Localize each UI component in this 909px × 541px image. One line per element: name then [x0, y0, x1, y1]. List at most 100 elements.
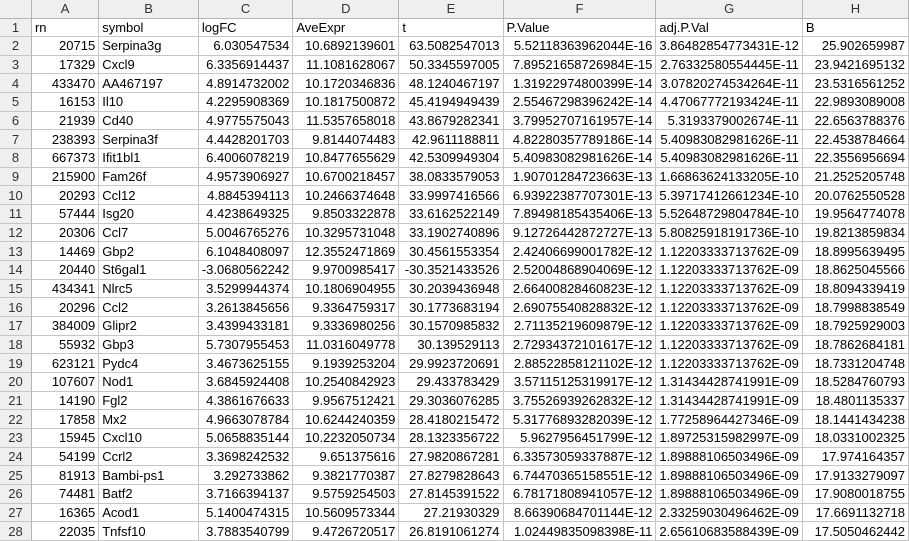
cell[interactable]: 20293: [31, 185, 100, 206]
cell[interactable]: 10.1720346836: [292, 73, 400, 94]
cell[interactable]: 3.57115125319917E-12: [503, 372, 657, 392]
cell[interactable]: Serpina3f: [98, 129, 199, 150]
cell[interactable]: 10.6700218457: [292, 167, 400, 187]
cell[interactable]: t: [398, 18, 504, 38]
cell[interactable]: 9.8503322878: [292, 204, 400, 224]
cell[interactable]: 48.1240467197: [398, 73, 504, 94]
column-header[interactable]: G: [655, 0, 803, 19]
row-header[interactable]: 10: [0, 185, 32, 206]
cell[interactable]: 1.31922974800399E-14: [503, 73, 657, 94]
cell[interactable]: 18.8625045566: [802, 260, 909, 280]
cell[interactable]: 5.0658835144: [198, 428, 294, 448]
cell[interactable]: symbol: [98, 18, 199, 38]
cell[interactable]: 4.8845394113: [198, 185, 294, 206]
row-header[interactable]: 16: [0, 297, 32, 317]
cell[interactable]: 1.12203333713762E-09: [655, 260, 803, 280]
cell[interactable]: -30.3521433526: [398, 260, 504, 280]
cell[interactable]: 27.8145391522: [398, 484, 504, 504]
cell[interactable]: 3.7883540799: [198, 521, 294, 541]
row-header[interactable]: 5: [0, 92, 32, 112]
cell[interactable]: 3.75526939262832E-12: [503, 391, 657, 411]
row-header[interactable]: 28: [0, 521, 32, 541]
cell[interactable]: 3.07820274534264E-11: [655, 73, 803, 94]
cell[interactable]: 5.1400474315: [198, 503, 294, 523]
cell[interactable]: 33.1902740896: [398, 223, 504, 243]
column-header[interactable]: B: [98, 0, 199, 19]
cell[interactable]: 50.3345597005: [398, 55, 504, 75]
cell[interactable]: 23.9421695132: [802, 55, 909, 75]
row-header[interactable]: 1: [0, 18, 32, 38]
cell[interactable]: 6.78171808941057E-12: [503, 484, 657, 504]
cell[interactable]: Ccl7: [98, 223, 199, 243]
row-header[interactable]: 26: [0, 484, 32, 504]
cell[interactable]: Batf2: [98, 484, 199, 504]
cell[interactable]: 9.5759254503: [292, 484, 400, 504]
cell[interactable]: 17858: [31, 409, 100, 429]
cell[interactable]: B: [802, 18, 909, 38]
cell[interactable]: 63.5082547013: [398, 36, 504, 56]
cell[interactable]: 16153: [31, 92, 100, 112]
cell[interactable]: 384009: [31, 316, 100, 336]
cell[interactable]: 19.9564774078: [802, 204, 909, 224]
cell[interactable]: 2.65610683588439E-09: [655, 521, 803, 541]
cell[interactable]: 2.76332580554445E-11: [655, 55, 803, 75]
cell[interactable]: 3.4399433181: [198, 316, 294, 336]
cell[interactable]: 14190: [31, 391, 100, 411]
cell[interactable]: 20306: [31, 223, 100, 243]
cell[interactable]: 3.3698242532: [198, 447, 294, 467]
row-header[interactable]: 6: [0, 111, 32, 131]
cell[interactable]: 29.433783429: [398, 372, 504, 392]
cell[interactable]: 1.89725315982997E-09: [655, 428, 803, 448]
cell[interactable]: 22.6563788376: [802, 111, 909, 131]
cell[interactable]: Ccl2: [98, 297, 199, 317]
column-header[interactable]: F: [503, 0, 657, 19]
cell[interactable]: 5.40983082981626E-11: [655, 148, 803, 168]
cell[interactable]: 17.9133279097: [802, 465, 909, 485]
cell[interactable]: 22.4538784664: [802, 129, 909, 150]
cell[interactable]: 10.2540842923: [292, 372, 400, 392]
cell[interactable]: 4.9775575043: [198, 111, 294, 131]
cell[interactable]: 28.4180215472: [398, 409, 504, 429]
cell[interactable]: 5.9627956451799E-12: [503, 428, 657, 448]
cell[interactable]: 4.3861676633: [198, 391, 294, 411]
cell[interactable]: Ifit1bl1: [98, 148, 199, 168]
cell[interactable]: Tnfsf10: [98, 521, 199, 541]
row-header[interactable]: 18: [0, 335, 32, 355]
cell[interactable]: 16365: [31, 503, 100, 523]
cell[interactable]: adj.P.Val: [655, 18, 803, 38]
cell[interactable]: 5.7307955453: [198, 335, 294, 355]
row-header[interactable]: 14: [0, 260, 32, 280]
cell[interactable]: 4.47067772193424E-11: [655, 92, 803, 112]
cell[interactable]: 18.7862684181: [802, 335, 909, 355]
row-header[interactable]: 9: [0, 167, 32, 187]
cell[interactable]: 38.0833579053: [398, 167, 504, 187]
cell[interactable]: 20296: [31, 297, 100, 317]
cell[interactable]: 1.12203333713762E-09: [655, 316, 803, 336]
cell[interactable]: 1.12203333713762E-09: [655, 353, 803, 373]
cell[interactable]: 18.7925929003: [802, 316, 909, 336]
cell[interactable]: 10.2232050734: [292, 428, 400, 448]
cell[interactable]: 18.1441434238: [802, 409, 909, 429]
cell[interactable]: 4.9663078784: [198, 409, 294, 429]
cell[interactable]: 17.974164357: [802, 447, 909, 467]
cell[interactable]: 2.55467298396242E-14: [503, 92, 657, 112]
cell[interactable]: 9.4726720517: [292, 521, 400, 541]
cell[interactable]: 11.0316049778: [292, 335, 400, 355]
cell[interactable]: St6gal1: [98, 260, 199, 280]
cell[interactable]: rn: [31, 18, 100, 38]
cell[interactable]: 4.82280357789186E-14: [503, 129, 657, 150]
column-header[interactable]: D: [292, 0, 400, 19]
cell[interactable]: 1.66863624133205E-10: [655, 167, 803, 187]
cell[interactable]: 74481: [31, 484, 100, 504]
cell[interactable]: 4.2295908369: [198, 92, 294, 112]
cell[interactable]: 30.1773683194: [398, 297, 504, 317]
cell[interactable]: Pydc4: [98, 353, 199, 373]
cell[interactable]: 7.89521658726984E-15: [503, 55, 657, 75]
row-header[interactable]: 7: [0, 129, 32, 150]
cell[interactable]: 9.651375616: [292, 447, 400, 467]
cell[interactable]: 3.79952707161957E-14: [503, 111, 657, 131]
cell[interactable]: Cxcl9: [98, 55, 199, 75]
cell[interactable]: logFC: [198, 18, 294, 38]
cell[interactable]: 1.12203333713762E-09: [655, 279, 803, 299]
cell[interactable]: 2.33259030496462E-09: [655, 503, 803, 523]
